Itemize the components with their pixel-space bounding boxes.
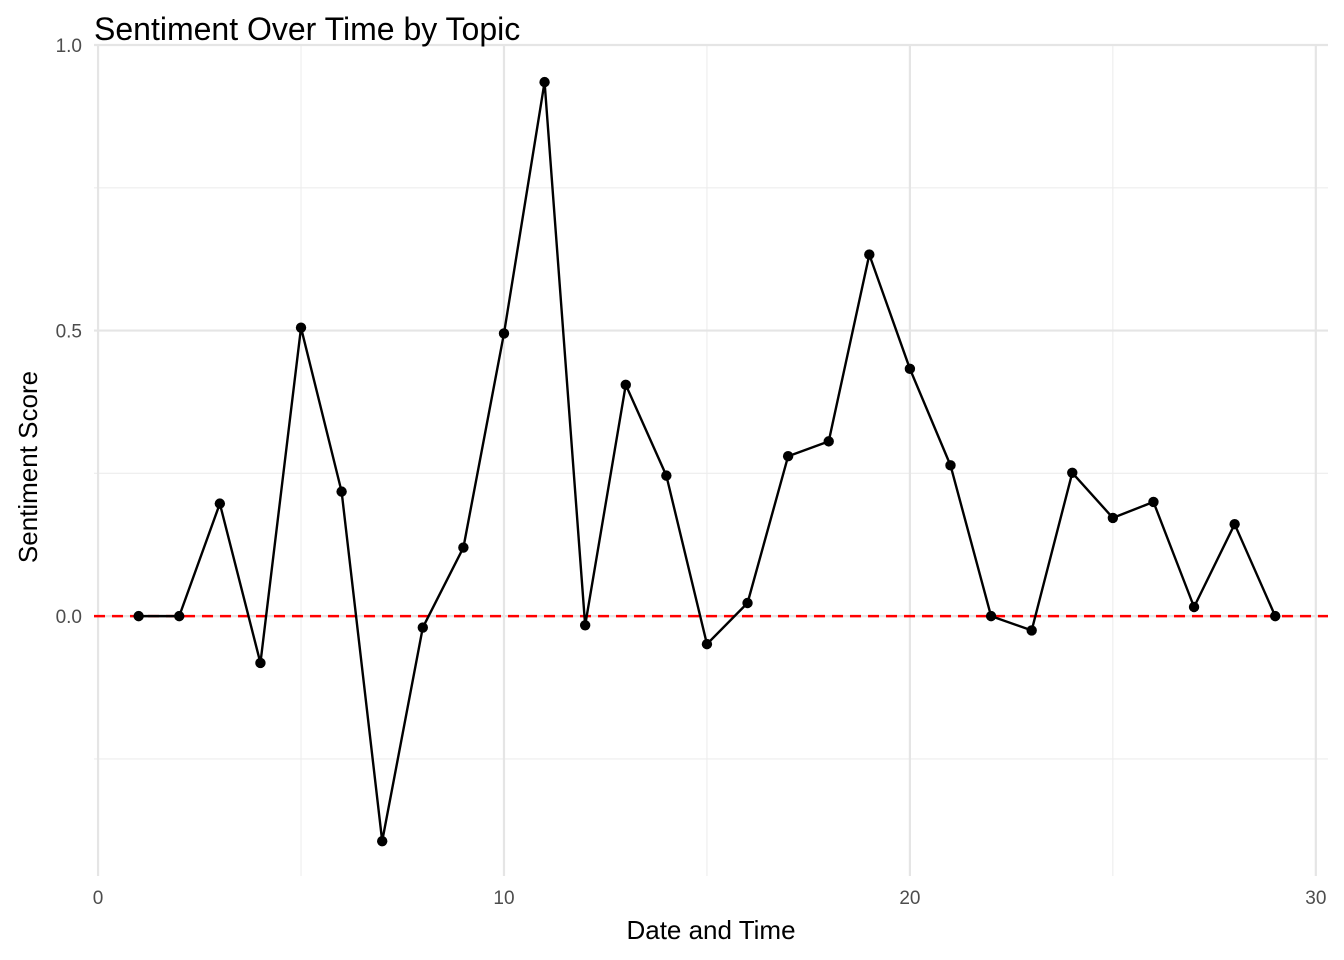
data-point [782,451,794,462]
data-point [864,249,875,260]
data-point [1067,467,1078,478]
data-point [1026,625,1037,636]
data-point [174,610,185,622]
data-point [1270,610,1281,622]
data-point [661,470,672,481]
x-tick-label: 0 [93,888,104,909]
data-point [1107,512,1119,524]
y-axis-title: Sentiment Score [13,371,43,563]
data-point [904,363,916,375]
data-point [620,379,631,391]
data-point [377,835,388,847]
data-point [823,436,834,447]
tick-labels: 0 10 20 30 0.0 0.5 1.0 [56,36,1327,909]
data-point [417,622,428,633]
data-point [214,498,226,509]
y-tick-label: 1.0 [56,36,82,57]
data-point [1188,601,1200,613]
chart-title: Sentiment Over Time by Topic [94,11,520,47]
x-tick-label: 10 [493,888,514,909]
data-point [1229,518,1240,530]
series-group [133,76,1281,847]
data-point [458,542,469,553]
data-point [985,610,997,622]
data-point [133,610,144,622]
data-point [1148,496,1159,508]
x-axis-title: Date and Time [626,915,795,945]
data-point [336,486,347,497]
y-tick-label: 0.5 [56,322,82,343]
data-point [945,460,956,471]
x-tick-label: 20 [899,888,920,909]
y-tick-label: 0.0 [56,607,82,628]
x-tick-label: 30 [1305,888,1326,909]
data-point [701,638,713,650]
data-point [579,620,591,631]
data-point [498,328,510,339]
data-point [539,76,550,88]
data-point [255,657,266,669]
data-point [742,597,753,609]
data-point [295,322,307,333]
